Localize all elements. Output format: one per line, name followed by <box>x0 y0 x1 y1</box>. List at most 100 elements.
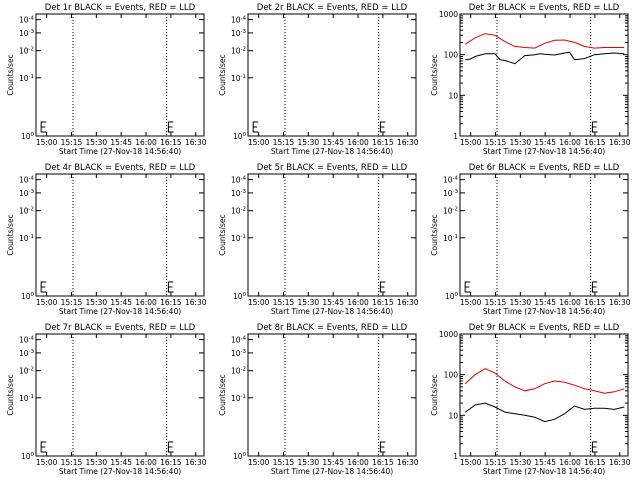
y-tick-base: 10 <box>19 349 29 358</box>
y-tick-label: 10-3 <box>231 189 247 198</box>
y-tick-label: 100 <box>21 452 35 461</box>
y-tick-exponent: -2 <box>241 367 246 373</box>
x-tick-label: 16:00 <box>135 458 157 467</box>
y-tick-base: 1000 <box>439 330 458 339</box>
x-tick-label: 15:15 <box>485 298 507 307</box>
y-tick-label: 10-4 <box>19 336 35 345</box>
x-axis-label: Start Time (27-Nov-18 14:56:40) <box>483 147 605 156</box>
y-tick-base: 10 <box>233 452 243 461</box>
x-tick-label: 15:30 <box>298 458 320 467</box>
series-events-line <box>464 402 625 423</box>
y-tick-exponent: -1 <box>29 74 34 80</box>
x-tick-label: 16:15 <box>584 138 606 147</box>
x-tick-label: 16:00 <box>135 298 157 307</box>
x-tick-label: 15:00 <box>36 138 58 147</box>
y-tick-base: 10 <box>19 234 29 243</box>
y-tick-label: 1000 <box>439 10 458 19</box>
chart-title: Det 5r BLACK = Events, RED = LLD <box>257 163 408 173</box>
y-tick-label: 100 <box>444 51 459 60</box>
x-tick-label: 16:30 <box>397 138 419 147</box>
y-tick-base: 1000 <box>439 10 458 19</box>
x-axis-label: Start Time (27-Nov-18 14:56:40) <box>483 307 605 316</box>
y-tick-exponent: -4 <box>241 16 247 22</box>
y-tick-label: 10-1 <box>19 74 34 83</box>
y-tick-exponent: 0 <box>243 292 247 298</box>
chart-title: Det 8r BLACK = Events, RED = LLD <box>257 323 408 333</box>
y-tick-base: 10 <box>19 176 29 185</box>
chart-title: Det 1r BLACK = Events, RED = LLD <box>45 3 196 13</box>
x-axis-label: Start Time (27-Nov-18 14:56:40) <box>483 467 605 476</box>
y-tick-label: 10-2 <box>231 207 246 216</box>
x-tick-label: 15:15 <box>485 138 507 147</box>
y-tick-label: 10-2 <box>231 47 246 56</box>
x-tick-label: 16:15 <box>372 298 394 307</box>
x-tick-label: 15:45 <box>322 458 344 467</box>
y-tick-exponent: -1 <box>241 74 246 80</box>
interval-mark <box>40 121 47 133</box>
y-tick-exponent: 0 <box>31 452 35 458</box>
y-tick-label: 10-1 <box>231 74 246 83</box>
y-tick-label: 10-2 <box>19 207 34 216</box>
y-tick-label: 10-3 <box>19 349 35 358</box>
y-tick-label: 10-2 <box>19 367 34 376</box>
y-tick-label: 10-1 <box>443 234 458 243</box>
y-tick-base: 100 <box>444 371 459 380</box>
y-tick-label: 10-4 <box>231 16 247 25</box>
plot-frame <box>459 13 629 137</box>
y-tick-base: 10 <box>19 189 29 198</box>
y-tick-base: 10 <box>231 349 241 358</box>
y-tick-label: 10-4 <box>443 176 459 185</box>
x-tick-label: 15:30 <box>86 298 108 307</box>
plot-frame <box>459 173 629 297</box>
y-tick-base: 100 <box>444 51 459 60</box>
y-tick-base: 10 <box>231 16 241 25</box>
y-tick-label: 100 <box>21 292 35 301</box>
y-tick-label: 10-3 <box>19 189 35 198</box>
y-axis-label: Counts/sec <box>218 214 227 255</box>
y-tick-label: 10-4 <box>19 16 35 25</box>
y-axis-label: Counts/sec <box>218 54 227 95</box>
y-tick-exponent: -3 <box>29 189 35 195</box>
x-tick-label: 15:30 <box>86 458 108 467</box>
plot-frame <box>247 333 417 457</box>
y-tick-base: 10 <box>21 132 31 141</box>
y-tick-label: 10-1 <box>19 394 34 403</box>
y-tick-label: 10-3 <box>443 189 459 198</box>
interval-mark <box>167 441 174 453</box>
x-tick-label: 15:30 <box>510 458 532 467</box>
y-tick-base: 10 <box>443 207 453 216</box>
x-tick-label: 15:15 <box>273 458 295 467</box>
y-tick-base: 10 <box>231 176 241 185</box>
y-tick-label: 1 <box>453 452 458 461</box>
y-tick-exponent: -4 <box>29 16 35 22</box>
x-tick-label: 16:15 <box>160 298 182 307</box>
y-tick-base: 10 <box>19 47 29 56</box>
interval-mark <box>379 281 386 293</box>
interval-mark <box>40 441 47 453</box>
y-tick-exponent: -3 <box>241 29 247 35</box>
y-tick-base: 10 <box>231 336 241 345</box>
chart-title: Det 6r BLACK = Events, RED = LLD <box>469 163 620 173</box>
y-tick-base: 10 <box>19 336 29 345</box>
plot-frame <box>35 13 205 137</box>
y-tick-base: 10 <box>445 292 455 301</box>
x-tick-label: 16:00 <box>559 298 581 307</box>
x-tick-label: 16:30 <box>397 458 419 467</box>
y-tick-exponent: -3 <box>241 189 247 195</box>
x-tick-label: 15:30 <box>510 298 532 307</box>
x-tick-label: 15:30 <box>298 138 320 147</box>
interval-mark <box>167 281 174 293</box>
x-tick-label: 16:00 <box>347 138 369 147</box>
y-tick-base: 10 <box>231 234 241 243</box>
y-tick-exponent: 0 <box>31 292 35 298</box>
y-axis-label: Counts/sec <box>6 214 15 255</box>
